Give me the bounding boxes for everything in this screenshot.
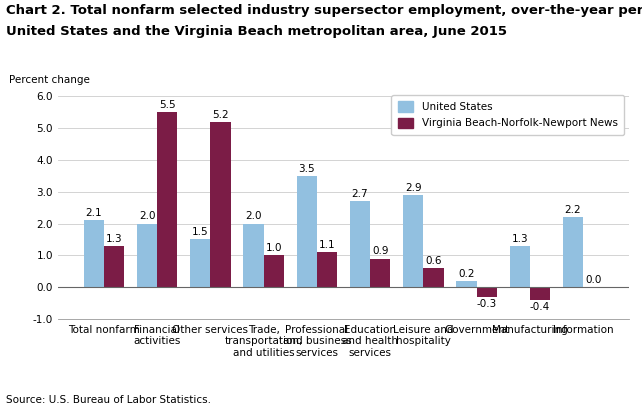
Text: 5.2: 5.2 bbox=[213, 110, 229, 119]
Text: 1.0: 1.0 bbox=[266, 243, 282, 253]
Text: -0.4: -0.4 bbox=[530, 302, 550, 312]
Text: 0.9: 0.9 bbox=[372, 246, 388, 256]
Bar bbox=[83, 220, 104, 287]
Legend: United States, Virginia Beach-Norfolk-Newport News: United States, Virginia Beach-Norfolk-Ne… bbox=[392, 95, 624, 135]
Text: United States and the Virginia Beach metropolitan area, June 2015: United States and the Virginia Beach met… bbox=[6, 25, 507, 38]
Bar bbox=[211, 122, 230, 287]
Bar bbox=[370, 258, 390, 287]
Bar bbox=[157, 112, 177, 287]
Text: -0.3: -0.3 bbox=[476, 299, 497, 309]
Text: Percent change: Percent change bbox=[9, 75, 90, 85]
Bar bbox=[350, 201, 370, 287]
Text: 1.1: 1.1 bbox=[318, 240, 335, 250]
Bar bbox=[137, 224, 157, 287]
Bar bbox=[264, 255, 284, 287]
Text: 2.2: 2.2 bbox=[564, 205, 581, 215]
Text: 2.9: 2.9 bbox=[405, 183, 422, 193]
Bar bbox=[456, 281, 476, 287]
Bar bbox=[317, 252, 337, 287]
Text: 1.3: 1.3 bbox=[511, 234, 528, 244]
Text: 1.5: 1.5 bbox=[192, 227, 209, 237]
Bar bbox=[297, 176, 317, 287]
Bar bbox=[530, 287, 550, 300]
Bar bbox=[190, 240, 211, 287]
Text: Source: U.S. Bureau of Labor Statistics.: Source: U.S. Bureau of Labor Statistics. bbox=[6, 395, 211, 405]
Bar bbox=[104, 246, 124, 287]
Text: Chart 2. Total nonfarm selected industry supersector employment, over-the-year p: Chart 2. Total nonfarm selected industry… bbox=[6, 4, 642, 17]
Text: 2.0: 2.0 bbox=[245, 211, 262, 221]
Text: 0.0: 0.0 bbox=[585, 275, 602, 285]
Text: 5.5: 5.5 bbox=[159, 100, 176, 110]
Text: 2.7: 2.7 bbox=[352, 189, 369, 199]
Bar bbox=[403, 195, 423, 287]
Bar bbox=[243, 224, 264, 287]
Text: 0.6: 0.6 bbox=[425, 256, 442, 266]
Text: 2.1: 2.1 bbox=[85, 208, 102, 218]
Text: 0.2: 0.2 bbox=[458, 269, 474, 279]
Bar bbox=[563, 217, 583, 287]
Text: 3.5: 3.5 bbox=[299, 164, 315, 174]
Text: 2.0: 2.0 bbox=[139, 211, 155, 221]
Bar bbox=[476, 287, 497, 297]
Bar bbox=[423, 268, 444, 287]
Text: 1.3: 1.3 bbox=[106, 234, 123, 244]
Bar bbox=[510, 246, 530, 287]
